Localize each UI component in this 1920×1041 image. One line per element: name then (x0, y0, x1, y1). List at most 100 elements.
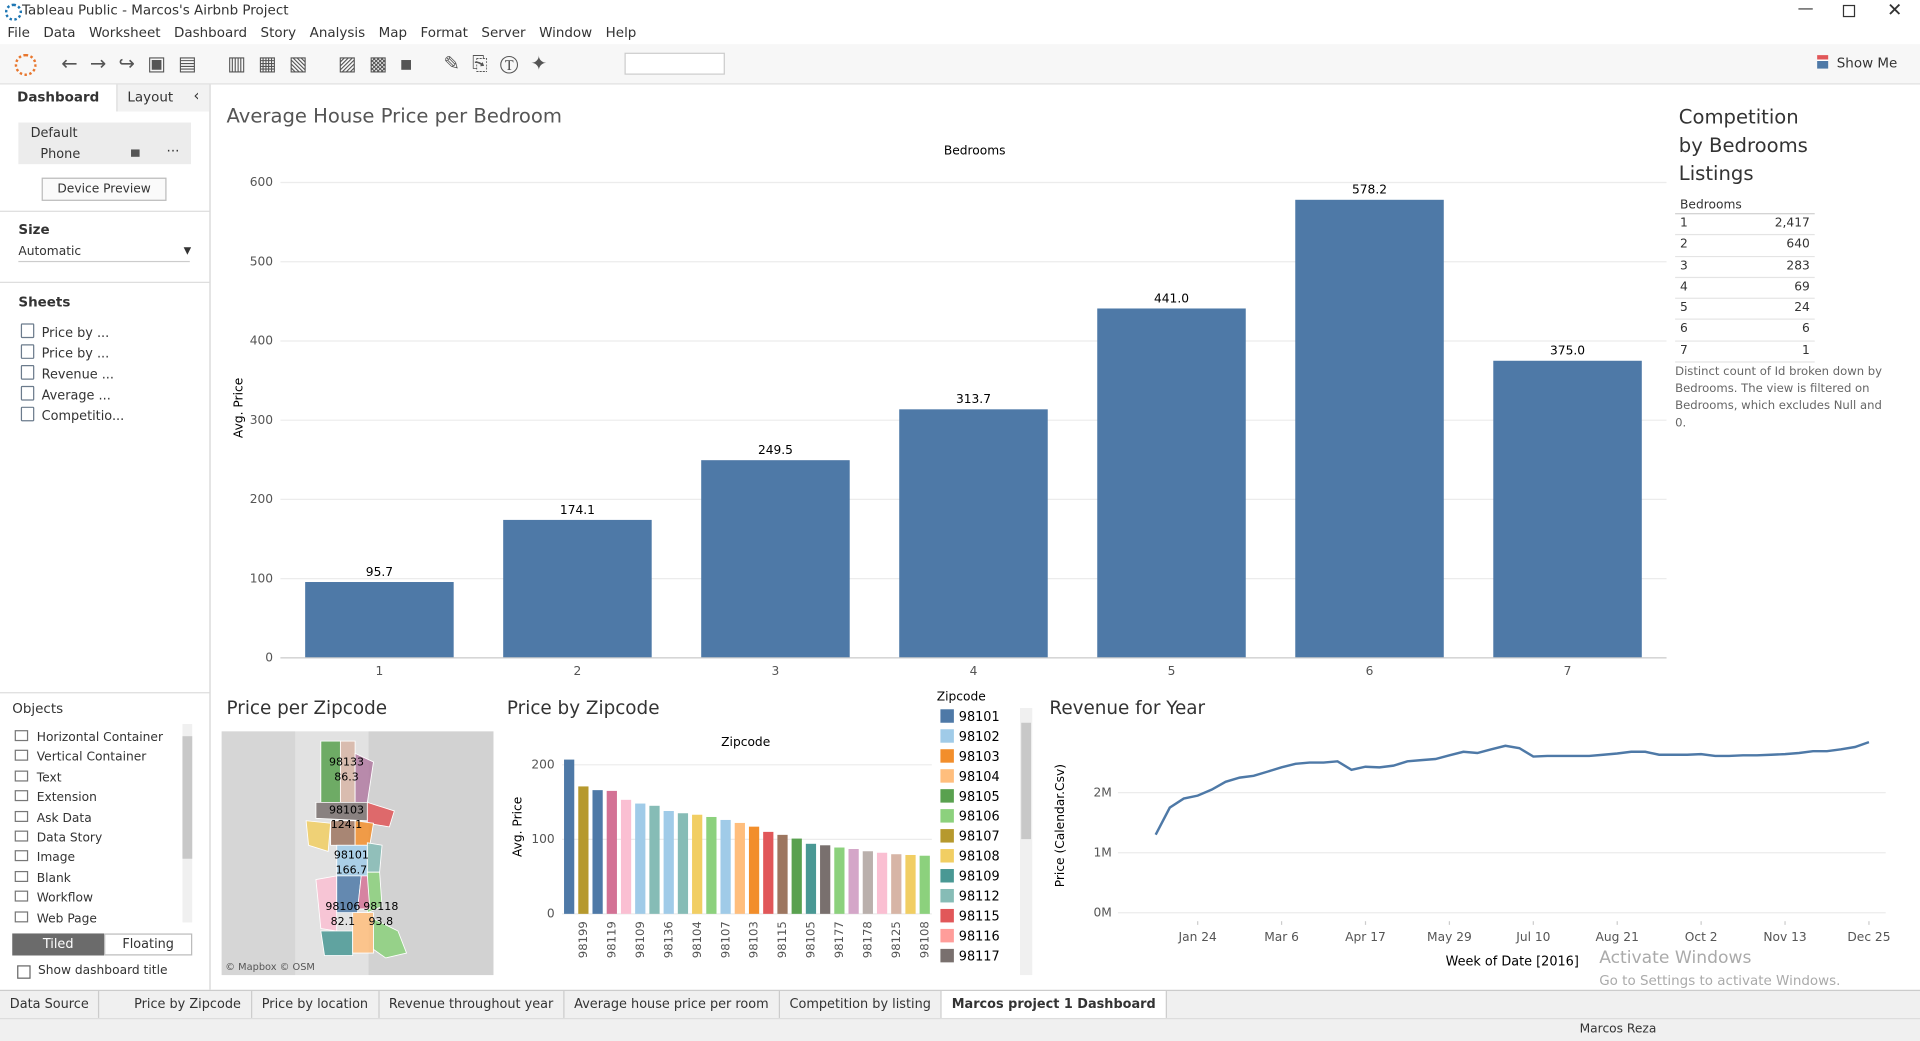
sheet-tab[interactable]: Price by location (252, 991, 380, 1018)
object-name[interactable]: Vertical Container (36, 751, 147, 765)
device-preview[interactable]: Device Preview (41, 177, 167, 201)
map-zip: 98133 (329, 756, 364, 769)
legend-scroll-thumb[interactable] (1021, 722, 1032, 840)
menu-item[interactable]: Worksheet (89, 24, 161, 41)
user[interactable]: Marcos Reza (1579, 1022, 1657, 1037)
object-item[interactable]: Vertical Container (14, 750, 147, 765)
checkbox[interactable] (17, 965, 31, 979)
collapse[interactable]: ‹ (193, 86, 200, 105)
toolbar-icons[interactable]: ←→↪▣▤ ▥▦▧ ▨▩▪ ✎⎘Ⓣ✦ (61, 51, 560, 75)
y-tick-label: 600 (250, 175, 273, 189)
tiled[interactable]: Tiled (12, 933, 105, 956)
object-name[interactable]: Ask Data (36, 811, 92, 826)
sheet-name[interactable]: Price by ... (41, 325, 110, 341)
menu-item[interactable]: Dashboard (173, 24, 248, 41)
floating[interactable]: Floating (104, 933, 193, 956)
size-arrow[interactable]: ▼ (183, 245, 192, 257)
tableau-icon[interactable] (14, 53, 37, 76)
object-name[interactable]: Web Page (36, 912, 97, 926)
show-me-icon[interactable] (1817, 55, 1829, 69)
sep (0, 281, 210, 283)
object-name[interactable]: Data Story (36, 831, 103, 846)
table-cell: 69 (1794, 280, 1810, 294)
object-icon (14, 850, 29, 862)
scroll-thumb[interactable] (182, 736, 193, 859)
x-tick-label: 98125 (889, 921, 903, 958)
legend-swatch (940, 769, 954, 783)
menu-item[interactable]: Help (605, 24, 637, 41)
y-tick-label: 200 (531, 757, 554, 771)
object-name[interactable]: Extension (36, 791, 97, 806)
tab-layout[interactable]: Layout (127, 89, 174, 106)
object-item[interactable]: Text (14, 770, 62, 785)
sheet-item[interactable]: Price by ... (20, 344, 110, 362)
menu-item[interactable]: Map (378, 24, 408, 41)
minimize[interactable]: — (1797, 0, 1814, 19)
object-name[interactable]: Blank (36, 871, 71, 886)
sheet-tab[interactable]: Revenue throughout year (379, 991, 565, 1018)
device-box (18, 122, 192, 165)
object-name[interactable]: Workflow (36, 892, 93, 906)
sheet-tab[interactable]: Average house price per room (564, 991, 780, 1018)
sheet-name[interactable]: Price by ... (41, 346, 110, 362)
object-name[interactable]: Horizontal Container (36, 731, 163, 745)
bar (635, 803, 646, 914)
object-item[interactable]: Web Page (14, 910, 97, 926)
sheet-tab[interactable]: Price by Zipcode (124, 991, 252, 1018)
more[interactable]: ··· (166, 143, 180, 160)
close[interactable]: ✕ (1886, 0, 1903, 21)
restore[interactable] (1842, 4, 1856, 18)
bar (791, 838, 802, 914)
menu-item[interactable]: Format (420, 24, 468, 41)
sheet-item[interactable]: Revenue ... (20, 365, 114, 383)
sheet-name[interactable]: Competitio... (41, 409, 125, 424)
x-tick-label: Jan 24 (1178, 930, 1218, 944)
sheet-tab[interactable]: Marcos project 1 Dashboard (941, 991, 1167, 1018)
show-me[interactable]: Show Me (1836, 55, 1898, 72)
toolbar-dropdown[interactable] (624, 52, 725, 75)
bar (891, 854, 902, 914)
sheet-item[interactable]: Price by ... (20, 323, 110, 341)
bar (305, 582, 454, 658)
object-name[interactable]: Text (36, 771, 62, 785)
sheet-tab[interactable]: Data Source (0, 991, 100, 1018)
table-header: Bedrooms (1675, 198, 1815, 215)
sheet-name[interactable]: Average ... (41, 388, 111, 404)
sheet-item[interactable]: Average ... (20, 385, 111, 404)
object-item[interactable]: Workflow (14, 890, 93, 906)
sheet-tab[interactable]: Competition by listing (780, 991, 942, 1018)
bar (905, 854, 916, 914)
show-title[interactable]: Show dashboard title (37, 964, 168, 978)
object-item[interactable]: Blank (14, 870, 71, 886)
device-default[interactable]: Default (30, 126, 78, 141)
object-item[interactable]: Extension (14, 790, 97, 806)
value-label: 249.5 (758, 443, 793, 457)
scrollbar[interactable] (182, 723, 193, 923)
bar (805, 843, 817, 914)
menu-item[interactable]: Window (539, 24, 593, 41)
object-item[interactable]: Data Story (14, 830, 103, 846)
object-item[interactable]: Image (14, 850, 76, 866)
menu-item[interactable]: Analysis (309, 24, 366, 41)
menu-item[interactable]: Story (260, 24, 297, 41)
bar (734, 822, 745, 914)
object-item[interactable]: Horizontal Container (14, 730, 163, 745)
menu-item[interactable]: Data (43, 24, 76, 41)
menu-item[interactable]: File (7, 24, 30, 41)
tab-dashboard[interactable]: Dashboard (17, 89, 100, 106)
x-tick-label: 98107 (718, 921, 732, 958)
legend-label: 98101 (959, 710, 1000, 725)
menu-item[interactable]: Server (481, 24, 526, 41)
device-phone[interactable]: Phone (40, 147, 81, 162)
sheet-name[interactable]: Revenue ... (41, 367, 114, 383)
y-tick-label: 500 (250, 254, 273, 268)
object-item[interactable]: Ask Data (14, 810, 92, 826)
bar (720, 819, 731, 914)
sheet-item[interactable]: Competitio... (20, 406, 125, 424)
object-name[interactable]: Image (36, 851, 76, 866)
size-value[interactable]: Automatic (18, 245, 190, 263)
table-cell: 7 (1680, 343, 1688, 358)
x-tick-label: Jul 10 (1515, 930, 1550, 944)
